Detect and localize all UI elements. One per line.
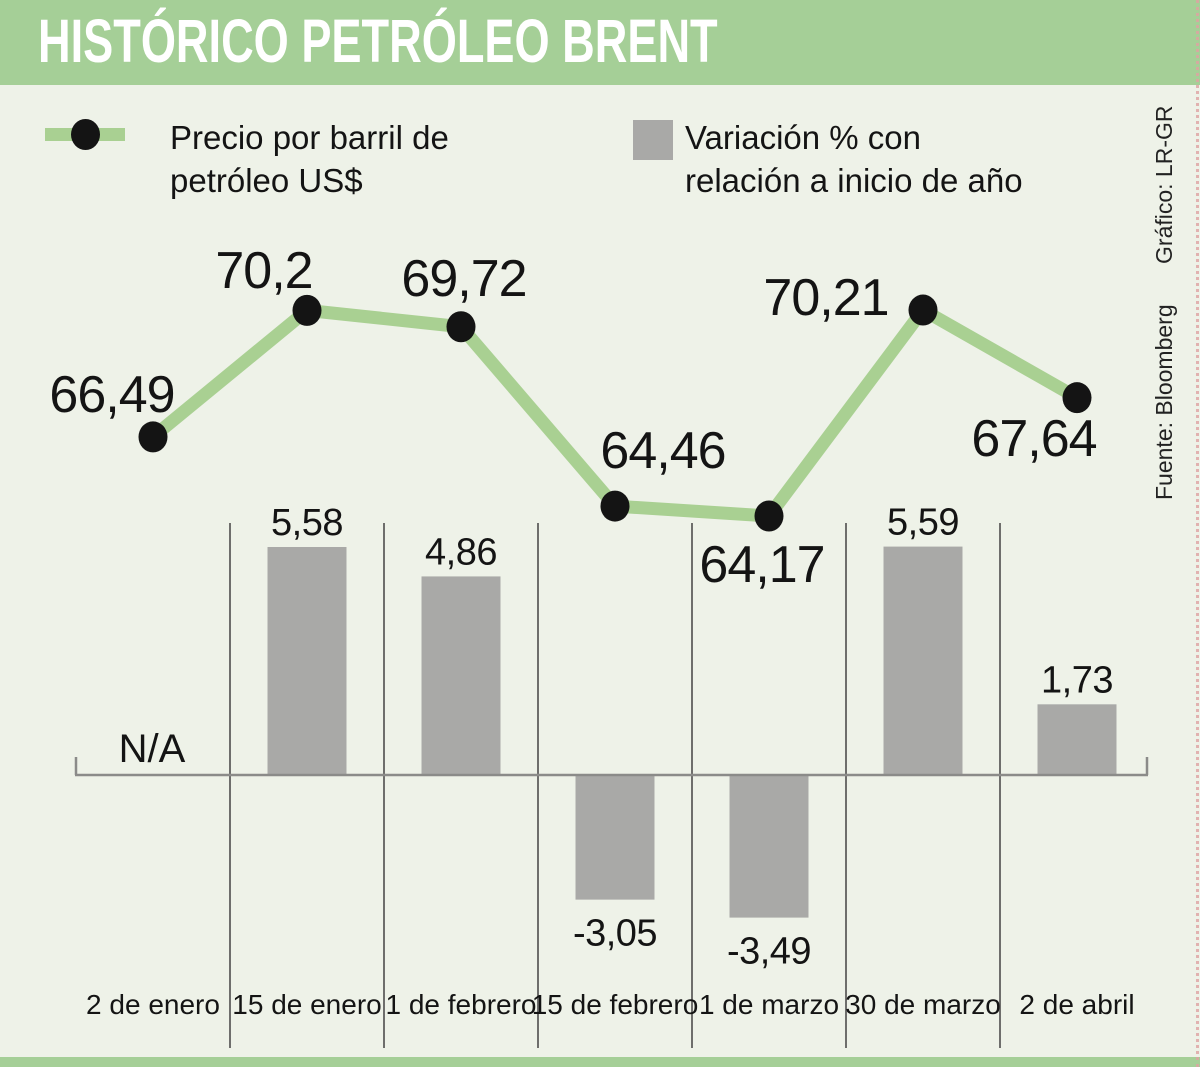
price-point-dot	[908, 294, 938, 326]
x-axis-label: 1 de marzo	[699, 989, 839, 1020]
bar-value-label: 5,59	[887, 502, 959, 544]
price-point-dot	[1062, 382, 1092, 414]
bar-swatch-icon	[633, 120, 673, 160]
legend: Precio por barril de petróleo US$ Variac…	[0, 0, 1200, 210]
bar-value-label: 5,58	[271, 502, 343, 544]
bar-value-label: -3,49	[727, 931, 811, 973]
legend-variation-label: Variación % con relación a inicio de año	[685, 116, 1023, 202]
price-point-dot	[138, 421, 168, 453]
x-axis-label: 2 de enero	[86, 989, 220, 1020]
variation-bar	[1037, 704, 1117, 775]
variation-bar	[883, 546, 963, 775]
legend-variation-label-line1: Variación % con	[685, 119, 922, 156]
price-point-dot	[292, 294, 322, 326]
price-value-label: 70,2	[215, 242, 312, 300]
variation-bar	[267, 547, 347, 775]
bar-value-label: 1,73	[1041, 659, 1113, 701]
bar-value-label: 4,86	[425, 531, 497, 573]
x-axis-label: 15 de enero	[232, 989, 381, 1020]
source-text: Fuente: Bloomberg	[1151, 304, 1177, 500]
price-point-dot	[446, 311, 476, 343]
x-axis-label: 30 de marzo	[845, 989, 1001, 1020]
price-value-label: 67,64	[971, 410, 1096, 468]
price-line	[148, 303, 1081, 523]
x-axis-label: 15 de febrero	[532, 989, 699, 1020]
point-dot-icon	[71, 119, 100, 150]
price-value-label: 69,72	[401, 250, 526, 308]
legend-variation-label-line2: relación a inicio de año	[685, 162, 1023, 199]
x-axis-label: 2 de abril	[1019, 989, 1134, 1020]
credit-text: Gráfico: LR-GR	[1151, 106, 1177, 264]
price-value-label: 64,17	[699, 536, 824, 594]
price-value-label: 70,21	[763, 269, 888, 327]
price-line-swatch-icon	[45, 114, 125, 154]
variation-bar	[421, 576, 501, 775]
price-value-label: 64,46	[600, 422, 725, 480]
price-value-label: 66,49	[49, 366, 174, 424]
bar-value-label: -3,05	[573, 913, 657, 955]
source-credit-vertical: Fuente: Bloomberg Gráfico: LR-GR	[1151, 106, 1177, 501]
variation-bar	[575, 775, 655, 900]
header-bar: HISTÓRICO PETRÓLEO BRENT	[0, 0, 1200, 85]
price-point-dot	[600, 490, 630, 522]
legend-price-label: Precio por barril de petróleo US$	[170, 116, 449, 202]
na-label: N/A	[119, 727, 186, 771]
legend-price-label-line2: petróleo US$	[170, 162, 363, 199]
page-title: HISTÓRICO PETRÓLEO BRENT	[38, 7, 718, 75]
x-axis-label: 1 de febrero	[386, 989, 537, 1020]
right-edge-dotted-line	[1196, 0, 1199, 1067]
variation-bar	[729, 775, 809, 918]
price-point-dot	[754, 500, 784, 532]
legend-price-label-line1: Precio por barril de	[170, 119, 449, 156]
footer-bar	[0, 1057, 1200, 1067]
